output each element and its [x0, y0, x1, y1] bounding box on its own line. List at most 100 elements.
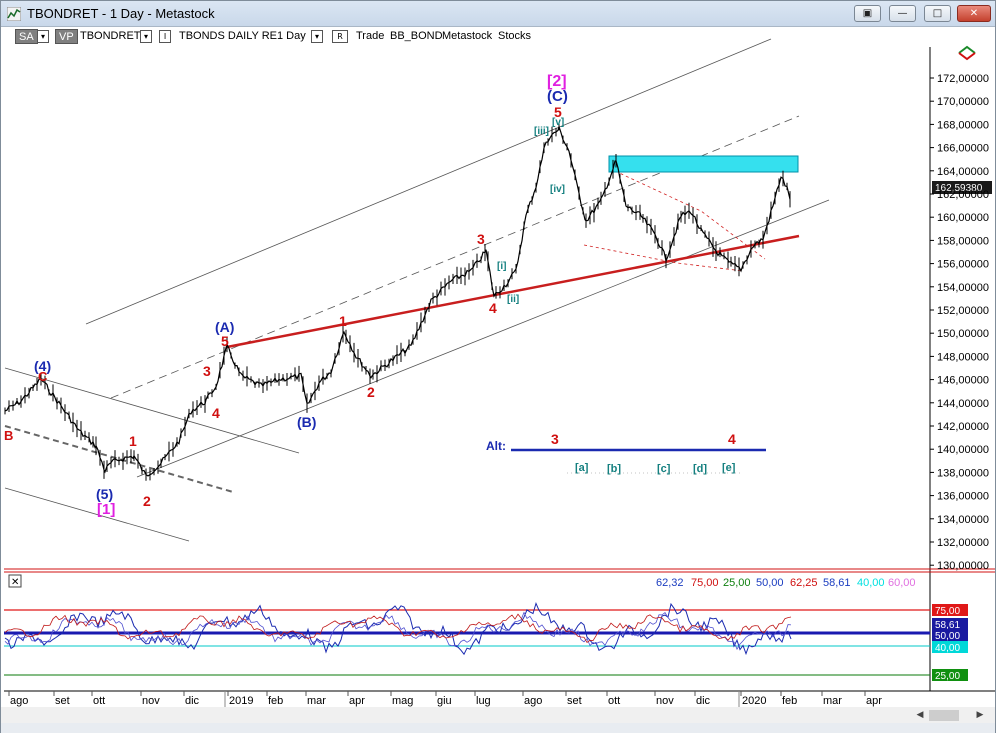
indicator-panel: ✕ 62,32 75,00 25,00 50,00 62,25 58,61 40,00 60,…	[4, 574, 968, 682]
scroll-left-icon[interactable]: ◀	[916, 710, 924, 720]
wave-2a-label: 2	[143, 493, 151, 509]
time-axis-label: ott	[608, 695, 620, 707]
price-axis-label: 132,00000	[937, 537, 989, 549]
price-axis-label: 142,00000	[937, 421, 989, 433]
indicator-legend-value: 58,61	[823, 577, 851, 589]
horizontal-scrollbar[interactable]: ◀ ▶	[1, 707, 995, 723]
indicator-close-icon: ✕	[11, 577, 19, 588]
wave-c-top-label: (C)	[547, 88, 568, 105]
price-axis-label: 158,00000	[937, 235, 989, 247]
close-button[interactable]: ✕	[957, 5, 991, 22]
indicator-legend-value: 40,00	[857, 577, 885, 589]
price-bars	[4, 124, 791, 477]
app-icon	[7, 7, 21, 21]
price-axis-label: 162,00000	[937, 189, 989, 201]
chart-options-icon[interactable]	[958, 45, 976, 61]
security-info-icon[interactable]: I	[159, 30, 171, 43]
sa-button[interactable]: SA	[15, 29, 38, 44]
price-axis-label: 156,00000	[937, 259, 989, 271]
time-axis: ago set ott nov dic 2019 feb mar apr mag giu lug ago…	[8, 691, 882, 707]
sa-dropdown-icon[interactable]: ▾	[37, 30, 49, 43]
wave-d-sub-label: [d]	[693, 463, 707, 475]
vp-button[interactable]: VP	[55, 29, 78, 44]
price-axis-label: 136,00000	[937, 491, 989, 503]
time-axis-label: giu	[437, 695, 452, 707]
wave-a-sub-label: [a]	[575, 462, 589, 474]
price-axis-label: 160,00000	[937, 212, 989, 224]
indicator-close-box[interactable]	[8, 574, 22, 588]
wave-b-big-label: (B)	[297, 414, 316, 430]
indicator-legend-value: 62,25	[790, 577, 818, 589]
wave-1a-label: 1	[129, 433, 137, 449]
status-bar	[1, 723, 995, 733]
price-axis-label: 166,00000	[937, 143, 989, 155]
symbol-dropdown-icon[interactable]: ▾	[140, 30, 152, 43]
wave-5-top-label: 5	[554, 104, 562, 120]
wave-c-sub-label: [c]	[657, 463, 671, 475]
wave-iv-label: [iv]	[550, 184, 565, 195]
wave-3b-label: 3	[477, 231, 485, 247]
indicator-legend-value: 25,00	[723, 577, 751, 589]
security-name: TBONDS DAILY RE	[179, 30, 278, 42]
wave-e-sub-label: [e]	[722, 462, 736, 474]
time-axis-label: apr	[866, 695, 882, 707]
wave-c-small-label: C	[38, 369, 48, 384]
trade-button[interactable]: Trade	[356, 30, 385, 42]
minimize-button[interactable]: —	[889, 5, 916, 22]
time-axis-label: nov	[142, 695, 160, 707]
window-title: TBONDRET - 1 Day - Metastock	[27, 6, 215, 21]
wave-ii-label: [ii]	[507, 294, 519, 305]
price-axis-label: 148,00000	[937, 351, 989, 363]
alt-3-label: 3	[551, 431, 559, 447]
price-axis-label: 164,00000	[937, 166, 989, 178]
data-source: BB_BOND	[390, 30, 443, 42]
chart-area[interactable]: 162,59380 172,00000 170,00000 168,00000 166…	[1, 1, 995, 707]
symbol-field[interactable]: TBONDRET	[80, 30, 141, 42]
time-axis-label: lug	[476, 695, 491, 707]
last-price-label: 162,59380	[935, 183, 983, 194]
price-axis-label: 170,00000	[937, 96, 989, 108]
restore-down-button[interactable]: ▣	[854, 5, 881, 22]
time-axis-label: feb	[268, 695, 283, 707]
wave-4b-label: 4	[489, 300, 497, 316]
price-axis-label: 140,00000	[937, 444, 989, 456]
wave-b-sub-label: [b]	[607, 463, 621, 475]
indicator-axis-label: 40,00	[935, 643, 960, 654]
indicator-axis-label: 75,00	[935, 606, 960, 617]
time-axis-label: dic	[185, 695, 200, 707]
database-name: Metastock	[442, 30, 493, 42]
title-bar[interactable]: TBONDRET - 1 Day - Metastock ▣ — □ ✕	[1, 1, 995, 27]
wave-5-low-label: (5)	[96, 486, 113, 502]
alt-label: Alt:	[486, 439, 506, 453]
indicator-axis-label: 25,00	[935, 671, 960, 682]
period-dropdown-icon[interactable]: ▾	[311, 30, 323, 43]
wave-4a-label: 4	[212, 405, 220, 421]
scroll-thumb[interactable]	[929, 710, 959, 721]
wave-1-box-label: [1]	[97, 501, 115, 518]
indicator-legend-value: 75,00	[691, 577, 719, 589]
resistance-zone	[608, 155, 799, 173]
time-axis-label: nov	[656, 695, 674, 707]
time-axis-label: 2019	[229, 695, 253, 707]
wave-2b-label: 2	[367, 384, 375, 400]
price-axis-label: 146,00000	[937, 375, 989, 387]
last-price-marker: 162,59380	[932, 181, 992, 194]
wave-5a-label: 5	[221, 333, 229, 349]
time-axis-label: ago	[524, 695, 542, 707]
time-axis-label: mag	[392, 695, 413, 707]
indicator-legend-value: 62,32	[656, 577, 684, 589]
indicator-axis-label: 50,00	[935, 631, 960, 642]
time-axis-label: ago	[10, 695, 28, 707]
wave-3a-label: 3	[203, 363, 211, 379]
wave-v-label: [v]	[552, 117, 564, 128]
indicator-legend-value: 50,00	[756, 577, 784, 589]
period-selector[interactable]: 1 Day	[277, 30, 306, 42]
r-button-icon[interactable]: R	[332, 30, 348, 43]
wave-labels: (4) C B (5) [1] 1 2 3 4 5 (A) (B) 1 2 3 …	[4, 73, 736, 518]
wave-b-label: B	[4, 428, 13, 443]
maximize-button[interactable]: □	[924, 5, 951, 22]
indicator-legend: 62,32 75,00 25,00 50,00 62,25 58,61 40,00 60,00	[656, 577, 916, 589]
scroll-right-icon[interactable]: ▶	[976, 710, 984, 720]
